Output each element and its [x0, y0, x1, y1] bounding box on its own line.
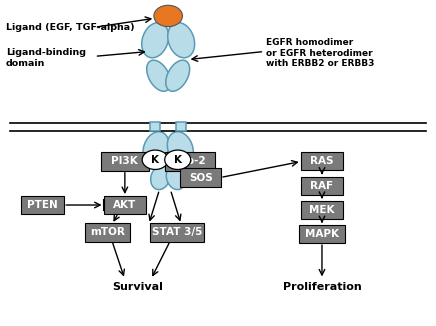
Ellipse shape — [168, 22, 194, 58]
Text: MAPK: MAPK — [305, 229, 339, 239]
FancyBboxPatch shape — [180, 169, 221, 186]
Ellipse shape — [143, 132, 169, 165]
FancyBboxPatch shape — [85, 223, 130, 242]
FancyBboxPatch shape — [104, 196, 146, 214]
Text: Ligand-binding
domain: Ligand-binding domain — [6, 48, 86, 68]
FancyBboxPatch shape — [20, 196, 65, 214]
Bar — [176, 122, 186, 131]
Text: Grb-2: Grb-2 — [174, 156, 206, 166]
FancyBboxPatch shape — [101, 152, 149, 171]
Text: K: K — [174, 155, 182, 165]
Text: PI3K: PI3K — [112, 156, 138, 166]
Ellipse shape — [166, 166, 186, 190]
Ellipse shape — [166, 60, 190, 91]
Text: AKT: AKT — [113, 200, 136, 210]
FancyBboxPatch shape — [150, 223, 204, 242]
Text: PTEN: PTEN — [27, 200, 58, 210]
Text: K: K — [151, 155, 159, 165]
Ellipse shape — [167, 132, 193, 165]
Text: RAS: RAS — [310, 156, 334, 166]
Circle shape — [142, 150, 168, 170]
Ellipse shape — [142, 22, 169, 58]
Text: STAT 3/5: STAT 3/5 — [152, 228, 202, 238]
FancyBboxPatch shape — [165, 152, 215, 171]
Text: MEK: MEK — [309, 205, 335, 215]
Text: EGFR homodimer
or EGFR heterodimer
with ERBB2 or ERBB3: EGFR homodimer or EGFR heterodimer with … — [266, 38, 374, 68]
Circle shape — [165, 150, 191, 170]
Text: mTOR: mTOR — [90, 228, 125, 238]
FancyBboxPatch shape — [299, 225, 345, 243]
Text: Ligand (EGF, TGF-alpha): Ligand (EGF, TGF-alpha) — [6, 23, 134, 32]
Text: SOS: SOS — [189, 172, 212, 183]
Bar — [150, 122, 160, 131]
Text: Survival: Survival — [112, 282, 164, 292]
Circle shape — [154, 5, 183, 27]
Text: Proliferation: Proliferation — [283, 282, 361, 292]
Text: RAF: RAF — [310, 181, 334, 191]
FancyBboxPatch shape — [301, 152, 343, 170]
FancyBboxPatch shape — [301, 201, 343, 219]
Ellipse shape — [146, 60, 170, 91]
FancyBboxPatch shape — [301, 177, 343, 195]
Ellipse shape — [151, 166, 170, 190]
